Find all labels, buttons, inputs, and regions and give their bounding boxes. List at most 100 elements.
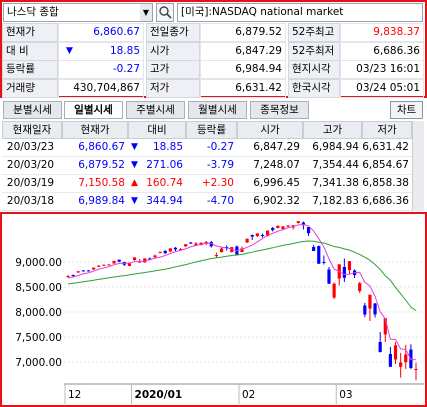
candle-body <box>178 249 183 251</box>
table-cell: 6,858.38 <box>362 175 412 193</box>
candle-body <box>71 275 75 276</box>
y-tick-label: 7,000.00 <box>15 357 62 369</box>
quote-value: 6,686.36 <box>340 41 424 61</box>
tab[interactable]: 분별시세 <box>3 101 62 119</box>
market-field: [미국]:NASDAQ national market <box>177 3 423 22</box>
moving-average-line <box>67 240 417 312</box>
chart-panel <box>0 212 427 407</box>
tab[interactable]: 주별시세 <box>126 101 185 119</box>
candle-body <box>322 262 326 263</box>
candle-body <box>214 255 219 257</box>
table-cell: 6,854.67 <box>362 157 412 175</box>
search-icon <box>159 6 172 19</box>
candle-body <box>363 305 367 315</box>
candle-body <box>245 238 249 243</box>
candle-body <box>368 294 372 309</box>
symbol-combobox[interactable]: 나스닥 종합 <box>3 3 153 22</box>
y-tick-label: 8,000.00 <box>15 307 62 319</box>
table-cell: 20/03/20 <box>2 157 62 175</box>
table-cell: 20/03/19 <box>2 175 62 193</box>
table-cell: 344.94 <box>128 193 186 211</box>
change-arrow: ▼ <box>131 142 138 152</box>
table-cell: -4.70 <box>186 193 237 211</box>
column-header: 대비 <box>128 121 186 139</box>
scrollbar <box>412 121 424 211</box>
candle-body <box>358 283 362 291</box>
chart-button[interactable]: 차트 <box>390 101 423 119</box>
y-tick-label: 9,000.00 <box>15 257 62 269</box>
quote-label: 52주최저 <box>288 41 340 61</box>
candle-body <box>271 228 275 231</box>
quote-value: 9,838.37 <box>340 23 424 42</box>
column-header: 등락률 <box>186 121 237 139</box>
search-button[interactable] <box>156 3 174 22</box>
column-header: 시가 <box>237 121 303 139</box>
candle-body <box>332 283 336 298</box>
candle-body <box>265 230 270 236</box>
table-cell: 160.74 <box>128 175 186 193</box>
table-cell: 20/03/18 <box>2 193 62 211</box>
candle-body <box>173 247 178 250</box>
candle-body <box>127 263 132 266</box>
quote-label: 현재가 <box>2 23 58 42</box>
candle-body <box>301 222 306 225</box>
candle-body <box>260 235 265 236</box>
candle-body <box>81 270 85 272</box>
candle-body <box>189 242 193 244</box>
candle-body <box>296 221 300 223</box>
table-cell: 6,860.67 <box>62 139 128 157</box>
tab[interactable]: 종목정보 <box>250 101 309 119</box>
candle-body <box>250 235 254 237</box>
candle-body <box>276 225 280 228</box>
change-arrow: ▲ <box>131 178 138 188</box>
candle-body <box>168 248 172 252</box>
quote-value: 6,984.94 <box>200 60 286 79</box>
quote-value: 03/24 05:01 <box>340 78 424 98</box>
dropdown-arrow[interactable]: ▼ <box>140 4 152 21</box>
change-arrow: ▼ <box>131 196 138 206</box>
quote-label: 전일종가 <box>146 23 200 42</box>
change-arrow: ▼ <box>131 160 138 170</box>
market-text: [미국]:NASDAQ national market <box>181 6 344 18</box>
moving-average-line <box>67 224 417 361</box>
candle-body <box>399 362 403 367</box>
column-header: 현재가 <box>62 121 128 139</box>
candle-body <box>286 225 290 227</box>
quote-label: 현지시각 <box>288 60 340 79</box>
candle-body <box>219 248 224 252</box>
quote-label: 시가 <box>146 41 200 61</box>
y-tick-label: 7,500.00 <box>15 332 62 344</box>
quote-value: 6,879.52 <box>200 23 286 42</box>
candle-body <box>148 258 152 260</box>
candle-body <box>240 248 244 252</box>
candle-body <box>143 258 147 263</box>
quote-value: 6,631.42 <box>200 78 286 98</box>
x-tick-label: 2020/01 <box>135 389 183 401</box>
tab[interactable]: 월별시세 <box>188 101 247 119</box>
candle-body <box>76 271 80 273</box>
candle-body <box>117 259 121 262</box>
candle-body <box>86 270 91 272</box>
candle-body <box>404 354 408 363</box>
quote-label: 등락률 <box>2 60 58 79</box>
quote-label: 대 비 <box>2 41 58 61</box>
candle-body <box>255 233 259 236</box>
quote-label: 저가 <box>146 78 200 98</box>
candle-body <box>378 342 382 352</box>
candle-body <box>388 354 393 367</box>
candle-body <box>209 242 213 247</box>
candle-body <box>199 242 203 245</box>
table-cell: 6,847.29 <box>237 139 303 157</box>
tab[interactable]: 일별시세 <box>64 101 123 119</box>
table-cell: 6,984.94 <box>303 139 362 157</box>
quote-label: 52주최고 <box>288 23 340 42</box>
candle-body <box>107 264 111 266</box>
quote-value: -0.27 <box>58 60 144 79</box>
y-tick-label: 8,500.00 <box>15 282 62 294</box>
table-cell: -0.27 <box>186 139 237 157</box>
candle-body <box>158 251 162 253</box>
table-cell: 6,879.52 <box>62 157 128 175</box>
candle-body <box>97 265 101 267</box>
table-cell: 20/03/23 <box>2 139 62 157</box>
column-header: 고가 <box>303 121 362 139</box>
